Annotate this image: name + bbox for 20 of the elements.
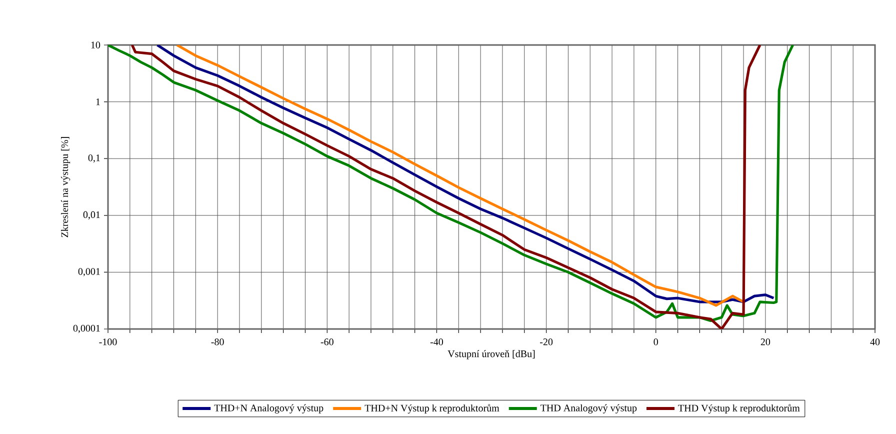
- x-tick-label: -100: [99, 338, 117, 346]
- legend-label: THD Výstup k reproduktorům: [678, 404, 800, 414]
- y-tick-label: 1: [96, 98, 100, 106]
- y-tick-label: 0,001: [78, 268, 100, 276]
- x-axis-title: Vstupní úroveň [dBu]: [448, 350, 535, 360]
- y-tick-label: 10: [91, 42, 100, 48]
- y-tick-label: 0,1: [88, 154, 100, 163]
- legend-label: THD Analogový výstup: [540, 404, 637, 414]
- x-tick-label: 0: [654, 338, 658, 346]
- x-tick-label: -40: [430, 338, 444, 346]
- y-tick-label: 0,01: [83, 211, 100, 220]
- x-tick-label: 40: [870, 338, 880, 346]
- legend-label: THD+N Výstup k reproduktorům: [364, 404, 500, 414]
- x-tick-label: -20: [540, 338, 553, 346]
- y-tick-label: 0,0001: [73, 324, 100, 334]
- y-axis-title: Zkreslení na výstupu [%]: [60, 137, 70, 238]
- x-tick-label: -80: [211, 338, 224, 346]
- x-tick-label: -60: [320, 338, 334, 346]
- legend-label: THD+N Analogový výstup: [214, 404, 324, 414]
- x-tick-label: 20: [760, 338, 770, 346]
